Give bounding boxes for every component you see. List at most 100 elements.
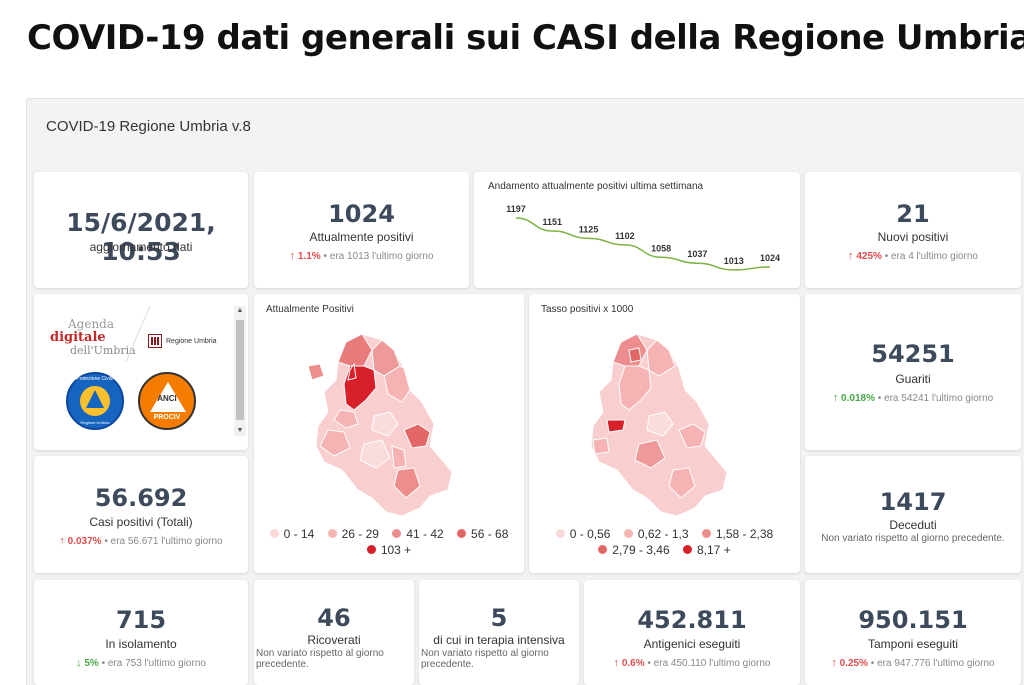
legend-item: 1,58 - 2,38	[701, 526, 773, 542]
map-tasso-legend: 0 - 0,56 0,62 - 1,3 1,58 - 2,38 2,79 - 3…	[529, 526, 800, 558]
trend-prev: era 4 l'ultimo giorno	[890, 251, 978, 262]
map-positivi-legend: 0 - 14 26 - 29 41 - 42 56 - 68 103 +	[254, 526, 524, 558]
arrow-up-icon: ↑	[832, 392, 839, 404]
casi-totali-value: 56.692	[94, 484, 188, 512]
update-label: aggiornamento dati	[89, 240, 193, 254]
guariti-label: Guariti	[895, 372, 931, 386]
update-card: 15/6/2021, 10:53 aggiornamento dati	[34, 172, 248, 288]
sparkline-data-label: 1037	[687, 249, 707, 259]
deceduti-label: Deceduti	[889, 518, 937, 532]
sparkline-line	[515, 217, 771, 271]
tamponi-card: 950.151 Tamponi eseguiti ↑ 0.25% • era 9…	[805, 580, 1021, 685]
divider-line	[125, 305, 151, 363]
arrow-down-icon: ↓	[76, 657, 82, 669]
legend-item: 0 - 0,56	[555, 526, 610, 542]
terapia-intensiva-value: 5	[490, 604, 508, 632]
agenda-digitale-logo: Agenda digitale dell'Umbria	[50, 317, 136, 358]
tamponi-label: Tamponi eseguiti	[867, 637, 959, 651]
trend-prev: era 947.776 l'ultimo giorno	[877, 658, 995, 669]
map-tasso-card: Tasso positivi x 1000 0 - 0,56 0,62 - 1,…	[529, 294, 800, 573]
legend-item: 41 - 42	[392, 526, 444, 542]
trend-pct: 5%	[84, 658, 99, 669]
logos-scrollbar[interactable]: ▲ ▼	[234, 306, 246, 436]
legend-item: 2,79 - 3,46	[598, 542, 670, 558]
map-title: Tasso positivi x 1000	[541, 304, 634, 315]
deceduti-card: 1417 Deceduti Non variato rispetto al gi…	[805, 456, 1021, 573]
ricoverati-card: 46 Ricoverati Non variato rispetto al gi…	[254, 580, 414, 685]
arrow-up-icon: ↑	[59, 535, 65, 547]
arrow-up-icon: ↑	[613, 657, 620, 669]
trend-prev: era 753 l'ultimo giorno	[107, 658, 206, 669]
nuovi-positivi-label: Nuovi positivi	[877, 230, 949, 244]
legend-item: 103 +	[366, 542, 411, 558]
map-title: Attualmente Positivi	[266, 304, 354, 315]
sparkline-chart: 1197 1151 1125 1102 1058 1037 1013 1024	[506, 204, 780, 271]
casi-totali-label: Casi positivi (Totali)	[89, 515, 193, 529]
antigenici-value: 452.811	[637, 606, 747, 634]
casi-totali-card: 56.692 Casi positivi (Totali) ↑ 0.037% •…	[34, 456, 248, 573]
legend-item: 8,17 +	[683, 542, 731, 558]
isolamento-card: 715 In isolamento ↓ 5% • era 753 l'ultim…	[34, 580, 248, 685]
legend-item: 0,62 - 1,3	[623, 526, 689, 542]
terapia-intensiva-card: 5 di cui in terapia intensiva Non variat…	[419, 580, 579, 685]
attualmente-positivi-trend: ↑ 1.1% • era 1013 l'ultimo giorno	[289, 250, 434, 262]
trend-pct: 0.018%	[841, 393, 875, 404]
sparkline-data-label: 1024	[760, 253, 780, 263]
trend-prev: era 450.110 l'ultimo giorno	[653, 658, 771, 669]
tamponi-value: 950.151	[858, 606, 968, 634]
nuovi-positivi-value: 21	[896, 200, 930, 228]
sparkline-card: Andamento attualmente positivi ultima se…	[474, 172, 800, 288]
guariti-trend: ↑ 0.018% • era 54241 l'ultimo giorno	[832, 392, 994, 404]
attualmente-positivi-card: 1024 Attualmente positivi ↑ 1.1% • era 1…	[254, 172, 469, 288]
trend-pct: 0.25%	[839, 658, 869, 669]
logos-card: Agenda digitale dell'Umbria Regione Umbr…	[34, 294, 248, 450]
antigenici-trend: ↑ 0.6% • era 450.110 l'ultimo giorno	[613, 657, 771, 669]
attualmente-positivi-label: Attualmente positivi	[309, 230, 414, 244]
arrow-up-icon: ↑	[289, 250, 296, 262]
isolamento-value: 715	[115, 606, 167, 634]
terapia-intensiva-label: di cui in terapia intensiva	[433, 633, 565, 647]
trend-pct: 0.6%	[621, 658, 645, 669]
nuovi-positivi-card: 21 Nuovi positivi ↑ 425% • era 4 l'ultim…	[805, 172, 1021, 288]
protezione-civile-logo: Protezione Civile Regione Umbria	[66, 372, 124, 430]
trend-pct: 1.1%	[297, 251, 321, 262]
guariti-value: 54251	[871, 340, 955, 368]
scroll-thumb[interactable]	[236, 320, 244, 420]
scroll-up-icon[interactable]: ▲	[236, 307, 244, 314]
map-attualmente-positivi-card: Attualmente Positivi 0 - 14 26 - 29 41 -…	[254, 294, 524, 573]
dashboard-title: COVID-19 Regione Umbria v.8	[46, 118, 251, 135]
regione-umbria-label: Regione Umbria	[166, 338, 217, 345]
trend-prev: era 1013 l'ultimo giorno	[329, 251, 434, 262]
guariti-card: 54251 Guariti ↑ 0.018% • era 54241 l'ult…	[805, 294, 1021, 450]
update-value: 15/6/2021, 10:53	[66, 208, 216, 266]
umbria-map-tasso[interactable]	[529, 320, 800, 530]
regione-umbria-icon	[148, 334, 162, 348]
ricoverati-note: Non variato rispetto al giorno precedent…	[256, 648, 384, 670]
sparkline-title: Andamento attualmente positivi ultima se…	[488, 181, 704, 192]
terapia-intensiva-note: Non variato rispetto al giorno precedent…	[421, 648, 549, 670]
nuovi-positivi-trend: ↑ 425% • era 4 l'ultimo giorno	[848, 250, 978, 262]
legend-item: 0 - 14	[269, 526, 314, 542]
antigenici-card: 452.811 Antigenici eseguiti ↑ 0.6% • era…	[584, 580, 800, 685]
scroll-down-icon[interactable]: ▼	[236, 427, 244, 434]
sparkline-data-label: 1151	[543, 217, 563, 227]
casi-totali-trend: ↑ 0.037% • era 56.671 l'ultimo giorno	[59, 535, 223, 547]
deceduti-note: Non variato rispetto al giorno precedent…	[821, 533, 1005, 544]
antigenici-label: Antigenici eseguiti	[643, 637, 741, 651]
sparkline-data-label: 1013	[724, 256, 744, 266]
legend-item: 56 - 68	[457, 526, 508, 542]
isolamento-trend: ↓ 5% • era 753 l'ultimo giorno	[76, 657, 206, 669]
arrow-up-icon: ↑	[848, 250, 854, 262]
attualmente-positivi-value: 1024	[328, 200, 395, 228]
deceduti-value: 1417	[879, 488, 947, 516]
ricoverati-value: 46	[317, 604, 351, 632]
trend-prev: era 54241 l'ultimo giorno	[884, 393, 994, 404]
anci-prociv-logo: ANCI PROCIV	[138, 372, 196, 430]
sparkline-data-label: 1125	[579, 224, 599, 234]
ricoverati-label: Ricoverati	[307, 633, 361, 647]
umbria-map-positivi[interactable]	[254, 320, 524, 530]
sparkline-data-label: 1197	[506, 204, 526, 214]
trend-pct: 0.037%	[67, 536, 102, 547]
legend-item: 26 - 29	[327, 526, 379, 542]
trend-prev: era 56.671 l'ultimo giorno	[110, 536, 223, 547]
